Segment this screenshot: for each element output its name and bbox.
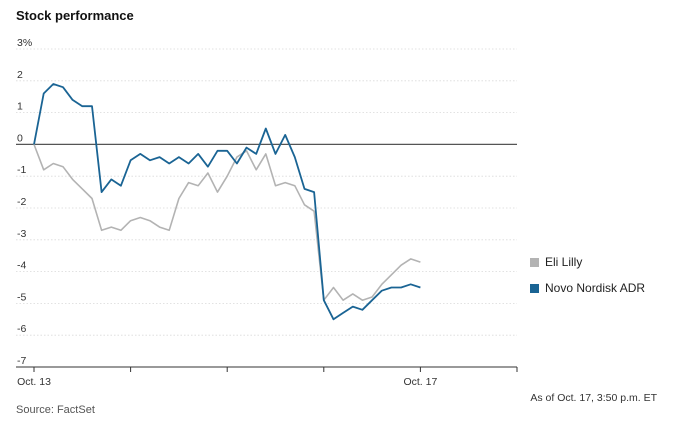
legend-label-novo-nordisk: Novo Nordisk ADR <box>545 281 646 295</box>
legend-swatch-novo-nordisk <box>530 283 539 293</box>
y-tick-label: -7 <box>17 355 26 367</box>
y-tick-label: -5 <box>17 291 26 303</box>
legend-swatch-eli-lilly <box>530 257 539 267</box>
legend-label-eli-lilly: Eli Lilly <box>545 255 583 269</box>
x-tick-label: Oct. 13 <box>17 376 51 388</box>
y-tick-label: 0 <box>17 132 23 144</box>
x-axis: Oct. 13 Oct. 17 <box>16 366 518 388</box>
y-tick-label: -6 <box>17 323 26 335</box>
y-tick-label: 3% <box>17 37 32 49</box>
y-tick-label: 1 <box>17 101 23 113</box>
x-tick-label: Oct. 17 <box>403 376 437 388</box>
series-lines <box>33 83 421 321</box>
y-tick-label: 2 <box>17 69 23 81</box>
y-tick-label: -2 <box>17 196 26 208</box>
chart-title: Stock performance <box>16 8 134 23</box>
gridlines <box>16 48 517 368</box>
series-line-eli-lilly <box>33 144 421 301</box>
y-tick-label: -1 <box>17 164 26 176</box>
legend-item-novo-nordisk: Novo Nordisk ADR <box>530 281 645 295</box>
y-tick-label: -3 <box>17 228 26 240</box>
legend-item-eli-lilly: Eli Lilly <box>530 255 582 269</box>
series-line-novo-nordisk-adr <box>33 83 421 321</box>
source-note: Source: FactSet <box>16 404 95 416</box>
y-tick-label: -4 <box>17 260 26 272</box>
as-of-note: As of Oct. 17, 3:50 p.m. ET <box>530 392 657 404</box>
y-axis-ticks: 3% 2 1 0 -1 -2 -3 -4 -5 -6 -7 <box>17 37 32 367</box>
